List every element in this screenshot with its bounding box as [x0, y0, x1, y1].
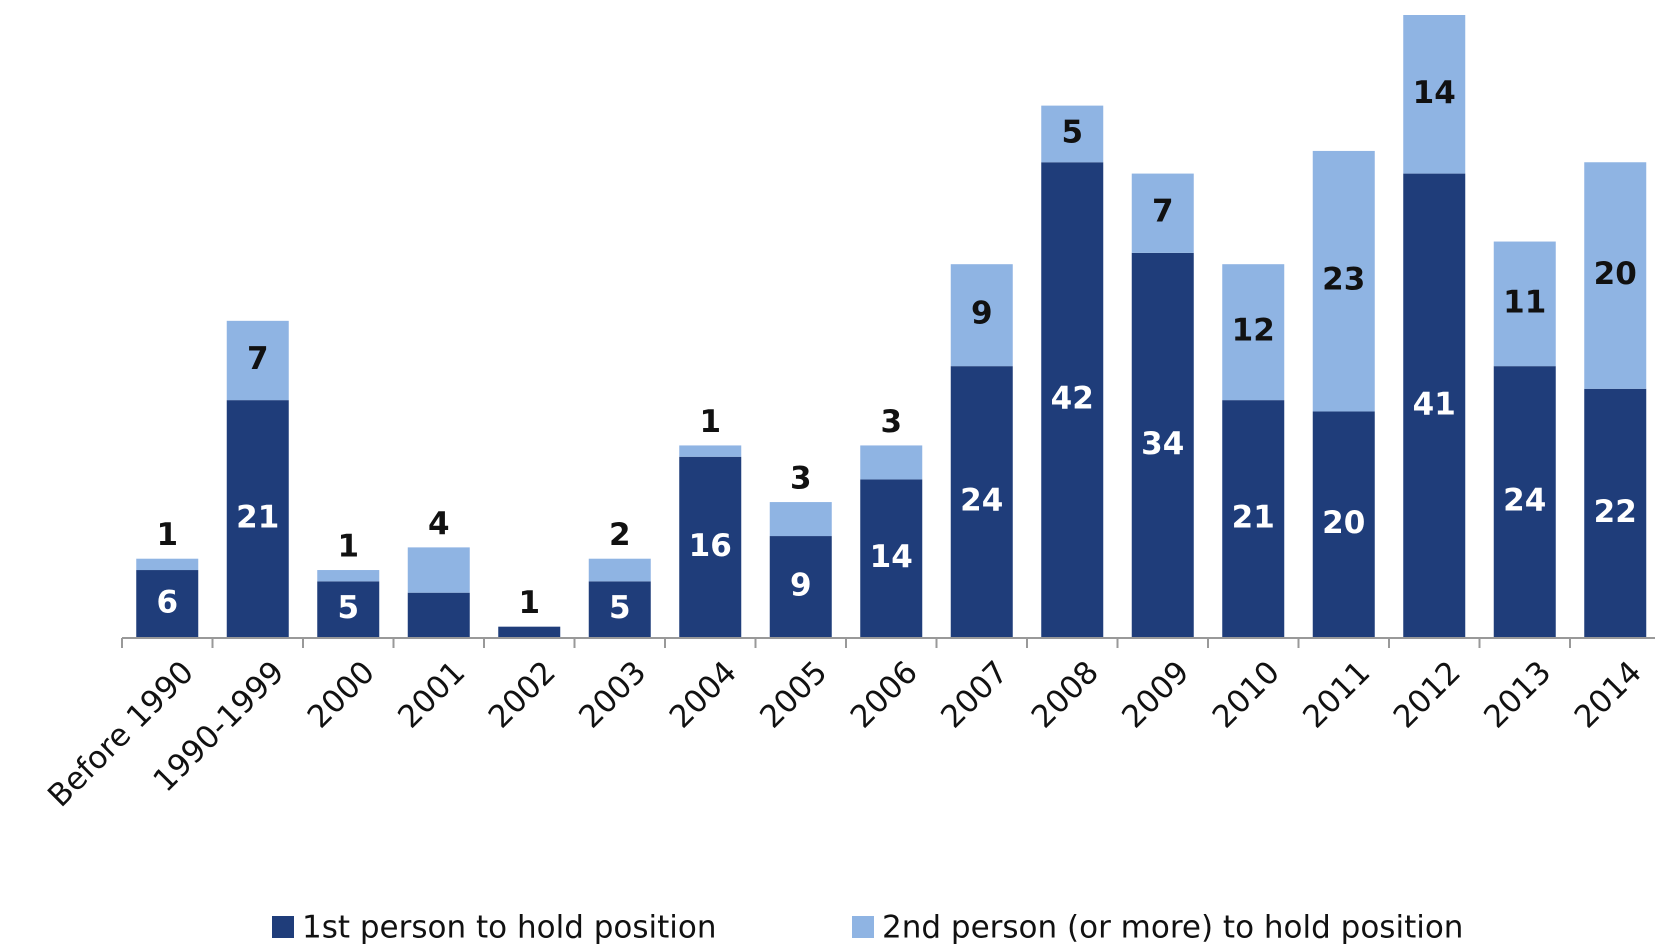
x-tick-label: 2013: [1477, 654, 1558, 735]
bar-segment: [1403, 173, 1466, 638]
bar-segment: [1493, 241, 1556, 367]
x-tick-label: 2006: [844, 654, 925, 735]
data-label: 16: [689, 528, 732, 564]
x-tick-label: 2009: [1115, 654, 1196, 735]
bar-segment: [1493, 366, 1556, 638]
bar-segment: [226, 320, 289, 401]
bar-segment: [1222, 400, 1285, 638]
data-label: 7: [247, 341, 269, 377]
data-label: 21: [236, 500, 279, 536]
bar-segment: [1312, 150, 1375, 412]
bar-segment: [1131, 173, 1194, 253]
bar-segment: [679, 445, 742, 457]
data-label: 2: [609, 517, 631, 553]
x-tick-label: 2003: [572, 654, 653, 735]
data-label: 3: [790, 461, 812, 497]
legend-swatch: [852, 916, 874, 938]
bar-segment: [136, 570, 199, 638]
bar-segment: [769, 502, 832, 537]
bar-segment: [1584, 388, 1647, 638]
bar-segment: [1222, 264, 1285, 401]
bar-segment: [1584, 162, 1647, 389]
bar-segment: [407, 547, 470, 593]
data-label: 14: [870, 539, 913, 575]
data-label: 5: [609, 590, 631, 626]
x-tick-label: 2007: [934, 654, 1015, 735]
x-tick-label: 2011: [1296, 654, 1377, 735]
data-label: 1: [518, 585, 540, 621]
bar-segment: [860, 445, 923, 480]
x-tick-label: 2010: [1206, 654, 1287, 735]
bar-segment: [1312, 411, 1375, 638]
bar-segment: [317, 581, 380, 638]
data-label: 1: [699, 404, 721, 440]
legend-label: 1st person to hold position: [302, 910, 717, 946]
bar-segment: [588, 558, 651, 582]
x-tick-label: 2000: [301, 654, 382, 735]
data-label: 12: [1232, 313, 1275, 349]
data-label: 6: [156, 585, 178, 621]
data-label: 4: [428, 506, 450, 542]
data-label: 1: [337, 529, 359, 565]
data-label: 7: [1152, 194, 1174, 230]
bar-segment: [317, 570, 380, 582]
data-label: 9: [790, 568, 812, 604]
legend-label: 2nd person (or more) to hold position: [882, 910, 1463, 946]
bar-segment: [1403, 15, 1466, 174]
x-tick-label: 2005: [753, 654, 834, 735]
x-tick-label: 2004: [663, 654, 744, 735]
data-label: 1: [156, 517, 178, 553]
bar-segment: [226, 400, 289, 638]
data-label: 20: [1594, 256, 1637, 292]
data-label: 14: [1413, 75, 1456, 111]
bar-segment: [136, 558, 199, 571]
bar-segment: [588, 581, 651, 638]
bar-segment: [860, 479, 923, 638]
data-label: 34: [1141, 426, 1184, 462]
bar-segment: [950, 366, 1013, 638]
x-tick-label: 2002: [482, 654, 563, 735]
bar-segment: [498, 626, 561, 638]
data-label: 24: [960, 483, 1003, 519]
x-tick-label: 2001: [391, 654, 472, 735]
bar-segment: [950, 264, 1013, 367]
x-tick-label: 2014: [1568, 654, 1649, 735]
data-label: 11: [1503, 284, 1546, 320]
data-label: 3: [880, 404, 902, 440]
data-label: 5: [1061, 114, 1083, 150]
data-label: 22: [1594, 494, 1637, 530]
bar-segment: [679, 456, 742, 638]
legend-swatch: [272, 916, 294, 938]
x-tick-label: 2008: [1025, 654, 1106, 735]
data-label: 5: [337, 590, 359, 626]
bar-segment: [1041, 105, 1104, 163]
x-tick-label: 2012: [1387, 654, 1468, 735]
data-label: 23: [1322, 262, 1365, 298]
data-label: 41: [1413, 386, 1456, 422]
data-label: 24: [1503, 483, 1546, 519]
bar-segment: [769, 536, 832, 638]
bar-segment: [407, 592, 470, 638]
bar-segment: [1041, 162, 1104, 638]
bar-segment: [1131, 252, 1194, 638]
data-label: 21: [1232, 500, 1275, 536]
data-label: 42: [1051, 381, 1094, 417]
data-label: 20: [1322, 505, 1365, 541]
data-label: 9: [971, 296, 993, 332]
